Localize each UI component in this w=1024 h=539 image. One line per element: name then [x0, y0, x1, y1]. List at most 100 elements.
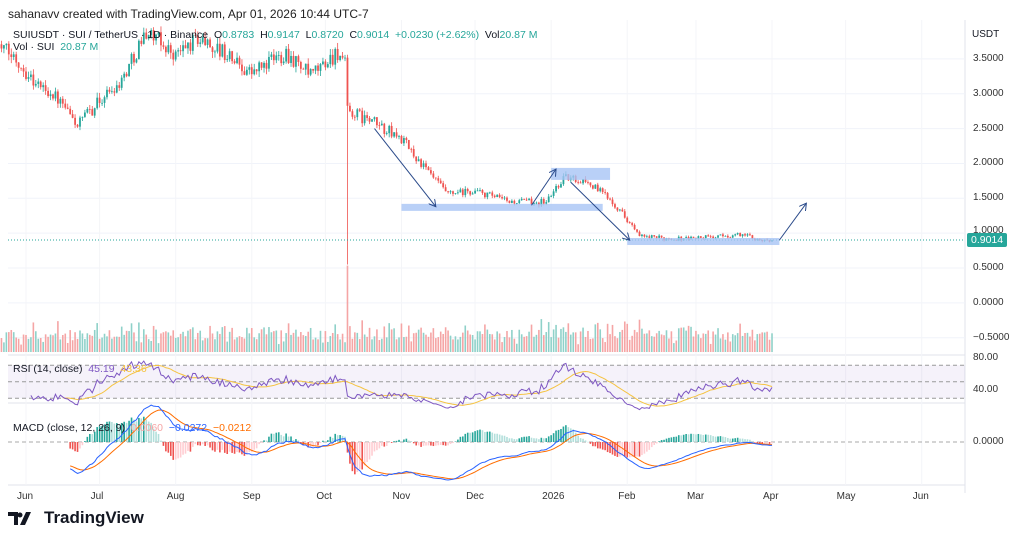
volume-bar	[39, 337, 42, 352]
rsi-ma-value: 43.36	[120, 363, 147, 375]
candle-body	[115, 85, 118, 93]
volume-bar	[91, 335, 94, 352]
macd-histogram-bar	[160, 440, 162, 442]
volume-bar	[668, 338, 670, 352]
volume-bar	[228, 331, 231, 352]
volume-bar	[599, 329, 602, 352]
candle-body	[3, 45, 5, 49]
candle-body	[719, 234, 722, 236]
volume-bar	[366, 336, 368, 352]
volume-bar	[192, 327, 194, 352]
volume-label[interactable]: Vol · SUI	[13, 41, 55, 53]
macd-histogram-bar	[714, 436, 717, 442]
macd-histogram-bar	[415, 442, 417, 446]
candle-body	[407, 139, 410, 149]
volume-bar	[596, 322, 599, 352]
macd-histogram-bar	[275, 432, 278, 442]
volume-bar	[560, 328, 562, 352]
candle-body	[218, 43, 221, 57]
macd-histogram-bar	[81, 442, 84, 446]
candle-body	[221, 44, 224, 57]
candle-body	[488, 192, 491, 194]
macd-histogram-bar	[636, 442, 638, 457]
volume-bar	[390, 329, 393, 352]
macd-histogram-bar	[118, 424, 121, 442]
macd-histogram-bar	[452, 442, 454, 444]
candle-body	[137, 40, 140, 60]
candle-body	[96, 97, 99, 109]
macd-histogram-bar	[103, 424, 106, 442]
macd-histogram-bar	[214, 442, 216, 452]
volume-bar	[253, 337, 256, 352]
price-tick: 3.5000	[973, 52, 1004, 64]
candle-body	[113, 91, 116, 93]
volume-bar	[621, 329, 624, 352]
open-value: 0.8783	[222, 29, 255, 41]
macd-histogram-bar	[393, 441, 395, 442]
macd-histogram-bar	[751, 441, 754, 442]
time-tick: Nov	[392, 491, 411, 502]
macd-histogram-bar	[196, 442, 199, 446]
tradingview-logo[interactable]: TradingView	[8, 508, 144, 528]
candle-body	[64, 103, 67, 108]
macd-label[interactable]: MACD (close, 12, 26, 9)	[13, 422, 126, 434]
rsi-label[interactable]: RSI (14, close)	[13, 363, 83, 375]
candle-body	[430, 170, 432, 174]
macd-histogram-bar	[545, 438, 548, 442]
volume-bar	[324, 331, 327, 352]
candle-body	[496, 194, 499, 197]
volume-bar	[388, 323, 390, 352]
macd-histogram-bar	[560, 429, 562, 442]
macd-histogram-bar	[567, 427, 570, 442]
candle-body	[373, 117, 376, 120]
macd-histogram-bar	[150, 422, 152, 442]
macd-histogram-bar	[574, 432, 577, 442]
volume-bar	[15, 337, 17, 352]
candle-body	[552, 191, 555, 196]
candle-body	[704, 235, 707, 239]
volume-bar	[118, 336, 121, 352]
macd-histogram-bar	[739, 438, 741, 442]
macd-histogram-bar	[444, 442, 447, 446]
volume-bar	[142, 329, 145, 352]
macd-histogram-bar	[412, 442, 415, 444]
candle-body	[5, 43, 8, 46]
candle-body	[304, 63, 307, 70]
candle-body	[268, 56, 270, 69]
candle-body	[317, 65, 319, 71]
time-tick: May	[836, 491, 856, 502]
macd-histogram-bar	[520, 437, 523, 442]
volume-bar	[8, 332, 10, 352]
macd-histogram-bar	[165, 442, 167, 452]
logo-text: TradingView	[44, 508, 144, 527]
volume-bar	[22, 334, 25, 352]
price-tick: 1.5000	[973, 192, 1004, 204]
candle-body	[425, 163, 427, 168]
volume-bar	[692, 336, 695, 352]
symbol-name[interactable]: SUIUSDT · SUI / TetherUS · 1D · Binance	[13, 29, 209, 41]
macd-histogram-bar	[569, 428, 572, 442]
candle-body	[39, 81, 42, 88]
candle-body	[57, 91, 59, 104]
candle-body	[331, 54, 334, 65]
volume-bar	[722, 334, 724, 352]
candle-body	[697, 236, 700, 239]
volume-bar	[206, 338, 209, 352]
volume-bar	[481, 334, 484, 352]
macd-histogram-bar	[120, 422, 123, 442]
change-value: +0.0230 (+2.62%)	[395, 29, 480, 41]
candle-body	[589, 182, 592, 186]
candle-body	[110, 91, 113, 93]
macd-histogram-bar	[631, 442, 633, 457]
volume-bar	[641, 328, 643, 352]
macd-histogram-bar	[503, 435, 506, 442]
volume-bar	[535, 334, 538, 352]
candle-body	[322, 61, 324, 65]
volume-bar	[165, 331, 167, 352]
macd-histogram-bar	[400, 440, 403, 442]
candle-body	[44, 85, 47, 91]
symbol-legend: SUIUSDT · SUI / TetherUS · 1D · Binance …	[13, 29, 537, 41]
volume-bar	[569, 334, 572, 352]
currency-unit[interactable]: USDT	[972, 29, 1000, 40]
